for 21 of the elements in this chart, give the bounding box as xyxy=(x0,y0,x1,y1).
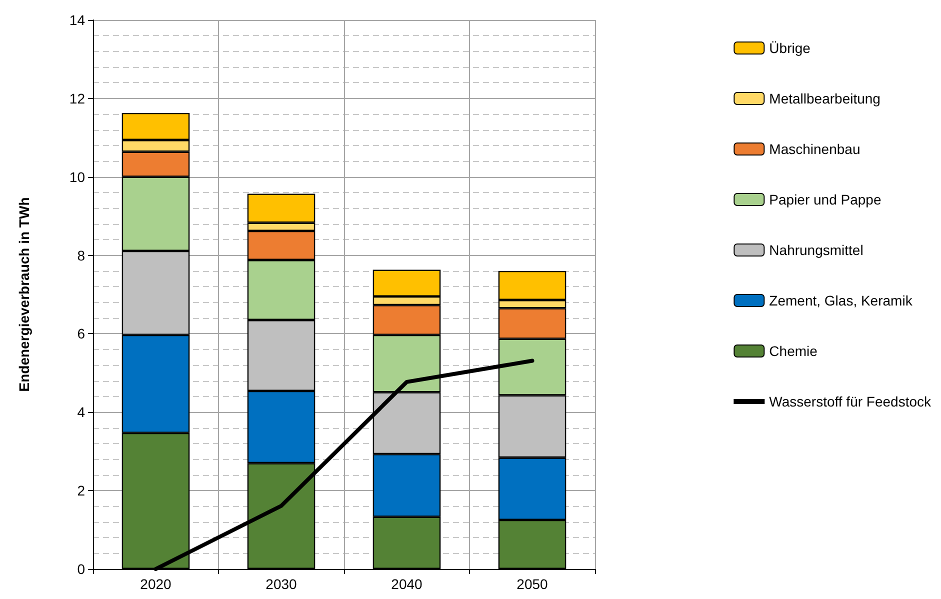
y-tick-label: 4 xyxy=(77,404,86,420)
y-axis-title: Endenergieverbrauch in TWh xyxy=(16,197,32,392)
y-tick-label: 14 xyxy=(69,12,86,28)
y-tick-label: 6 xyxy=(77,326,86,342)
y-tick-label: 8 xyxy=(77,247,86,264)
legend-label: Papier und Pappe xyxy=(769,192,882,208)
y-tick-label: 10 xyxy=(69,168,86,185)
legend-label: Zement, Glas, Keramik xyxy=(769,292,914,308)
legend-label: Maschinenbau xyxy=(769,141,860,157)
y-tick-label: 2 xyxy=(77,482,86,499)
legend-label: Chemie xyxy=(769,343,818,359)
legend-label: Metallbearbeitung xyxy=(769,90,880,106)
y-tick-label: 0 xyxy=(77,561,86,577)
x-tick-label: 2020 xyxy=(140,576,172,592)
x-tick-label: 2040 xyxy=(391,576,423,592)
x-tick-label: 2050 xyxy=(516,576,548,592)
legend-label: Nahrungsmittel xyxy=(769,242,864,258)
x-tick-label: 2030 xyxy=(266,576,298,592)
legend-label: Übrige xyxy=(769,40,811,56)
y-tick-label: 12 xyxy=(69,90,86,106)
legend-label: Wasserstoff für Feedstock xyxy=(769,394,932,410)
